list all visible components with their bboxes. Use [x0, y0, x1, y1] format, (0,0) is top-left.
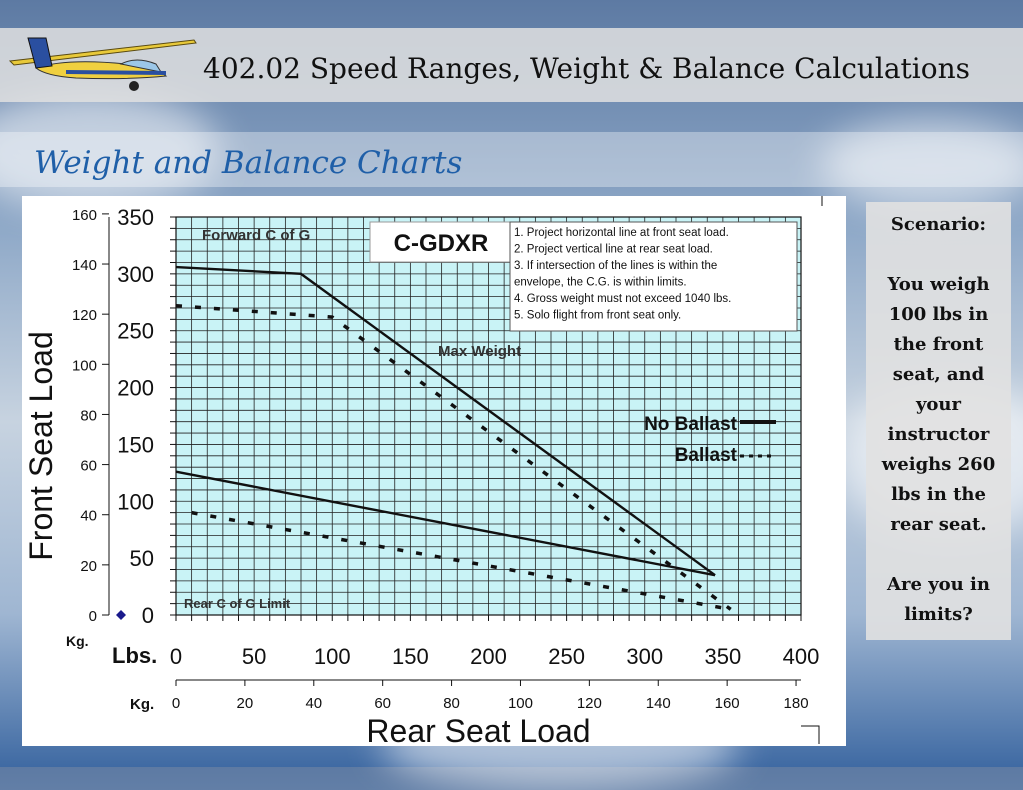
scenario-question: Are you in limits?: [887, 574, 990, 625]
panel-corner-mark: [801, 725, 820, 744]
x-tick-label-kg: 40: [305, 695, 322, 712]
glider-icon: [8, 37, 197, 91]
x-tick-label-lbs: 400: [783, 644, 820, 669]
instruction-line: 1. Project horizontal line at front seat…: [514, 227, 729, 239]
section-subtitle: Weight and Balance Charts: [34, 145, 463, 181]
x-tick-label-kg: 180: [784, 695, 809, 712]
x-tick-label-lbs: 250: [548, 644, 585, 669]
x-tick-label-lbs: 100: [314, 644, 351, 669]
page-title: 402.02 Speed Ranges, Weight & Balance Ca…: [203, 52, 971, 85]
y-tick-label-kg: 140: [72, 257, 97, 274]
instructions-box: [509, 221, 798, 332]
x-tick-label-kg: 120: [577, 695, 602, 712]
scenario-box: Scenario: You weigh 100 lbs in the front…: [866, 202, 1011, 640]
y-tick-label-kg: 20: [80, 558, 97, 575]
aircraft-label: C-GDXR: [394, 230, 489, 257]
x-tick-label-kg: 140: [646, 695, 671, 712]
x-tick-label-kg: 160: [715, 695, 740, 712]
background-cloud: [820, 120, 1023, 210]
y-tick-label-lbs: 50: [130, 546, 154, 571]
instruction-line: 5. Solo flight from front seat only.: [514, 310, 681, 322]
y-tick-label-lbs: 0: [142, 603, 154, 628]
y-tick-label-lbs: 350: [117, 205, 154, 230]
series-line-no-ballast: [175, 470, 716, 577]
y-tick-label-lbs: 250: [117, 319, 154, 344]
instruction-line: 3. If intersection of the lines is withi…: [514, 260, 717, 272]
series-line-no-ballast: [175, 265, 716, 577]
forward-cg-label: Forward C of G: [202, 227, 310, 244]
x-tick-label-lbs: 350: [705, 644, 742, 669]
y-tick-label-lbs: 200: [117, 376, 154, 401]
y-tick-label-kg: 0: [89, 608, 97, 625]
y-tick-label-lbs: 300: [117, 262, 154, 287]
legend-label-ballast: Ballast: [675, 445, 738, 466]
scenario-heading: Scenario:: [890, 214, 987, 235]
y-unit-label-kg: Kg.: [66, 633, 89, 649]
x-unit-label-lbs: Lbs.: [112, 643, 157, 668]
subtitle-band: [0, 132, 1023, 187]
instruction-line: envelope, the C.G. is within limits.: [514, 277, 687, 289]
background-cloud: [0, 90, 220, 210]
origin-marker: [116, 610, 126, 620]
max-weight-label: Max Weight: [438, 343, 521, 360]
x-tick-label-lbs: 150: [392, 644, 429, 669]
y-axis-title: Front Seat Load: [23, 331, 59, 560]
x-tick-label-kg: 60: [374, 695, 391, 712]
series-line-ballast: [191, 510, 731, 612]
series-line-ballast: [175, 303, 732, 611]
y-tick-label-kg: 40: [80, 508, 97, 525]
scenario-body: You weigh 100 lbs in the front seat, and…: [881, 274, 996, 535]
x-tick-label-kg: 0: [172, 695, 180, 712]
instruction-line: 4. Gross weight must not exceed 1040 lbs…: [514, 293, 731, 305]
x-tick-label-kg: 80: [443, 695, 460, 712]
legend-label-no-ballast: No Ballast: [644, 414, 738, 435]
y-tick-label-kg: 160: [72, 207, 97, 224]
x-axis-title: Rear Seat Load: [366, 713, 590, 746]
y-tick-label-lbs: 150: [117, 432, 154, 457]
x-tick-label-lbs: 300: [626, 644, 663, 669]
y-tick-label-lbs: 100: [117, 489, 154, 514]
x-tick-label-lbs: 200: [470, 644, 507, 669]
y-tick-label-kg: 80: [80, 407, 97, 424]
x-tick-label-kg: 20: [237, 695, 254, 712]
x-unit-label-kg: Kg.: [130, 696, 154, 713]
y-tick-label-kg: 100: [72, 357, 97, 374]
title-bar: [0, 28, 1023, 102]
weight-balance-chart: 0 50 100 150 200 250 300 350 0 20 40 60 80 100 120 140 1…: [22, 196, 846, 746]
x-tick-label-kg: 100: [508, 695, 533, 712]
chart-canvas: 0501001502002503003500204060801001201401…: [23, 196, 823, 746]
x-tick-label-lbs: 50: [242, 644, 266, 669]
x-tick-label-lbs: 0: [170, 644, 182, 669]
instruction-line: 2. Project vertical line at rear seat lo…: [514, 244, 713, 256]
rear-cg-label: Rear C of G Limit: [184, 596, 291, 611]
y-tick-label-kg: 60: [80, 458, 97, 475]
y-tick-label-kg: 120: [72, 307, 97, 324]
